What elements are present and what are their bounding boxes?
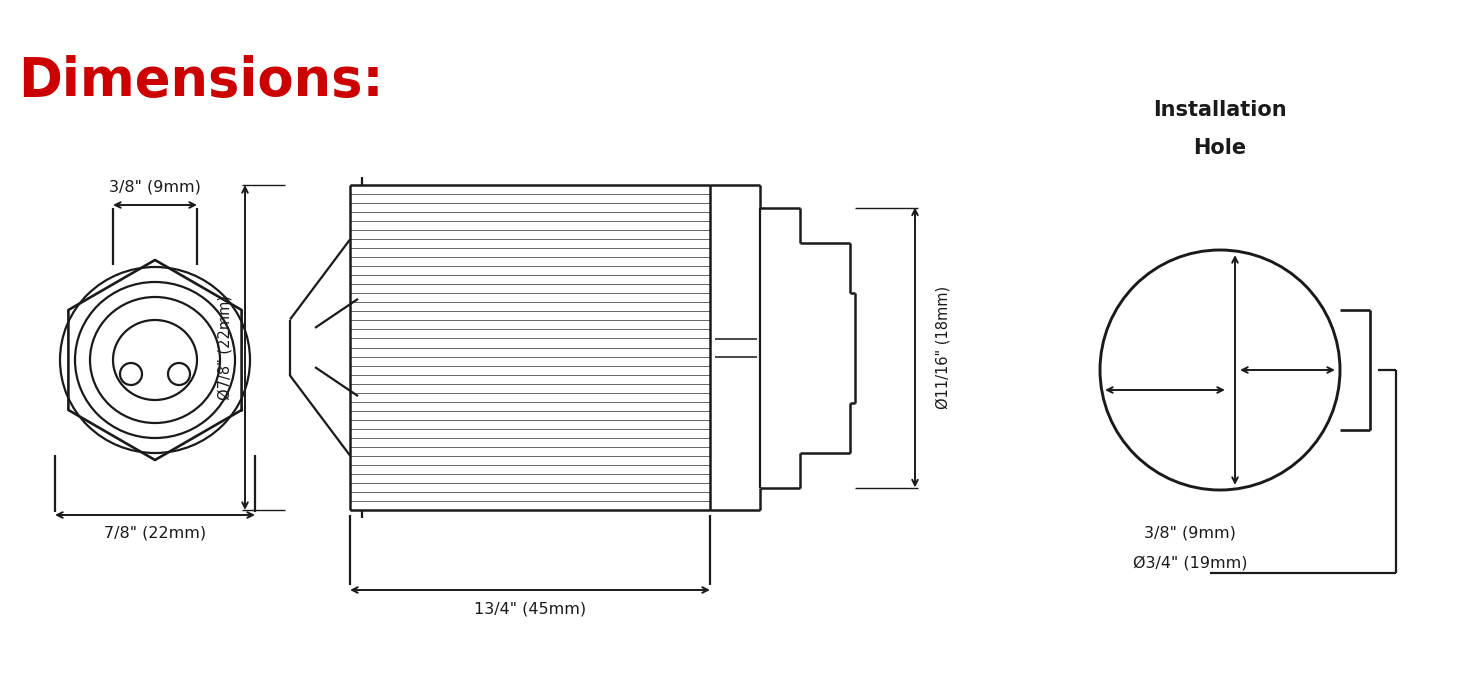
Text: Ø11/16" (18mm): Ø11/16" (18mm) [935, 286, 950, 409]
Text: Hole: Hole [1193, 138, 1246, 158]
Text: Ø3/4" (19mm): Ø3/4" (19mm) [1133, 555, 1248, 570]
Text: 3/8" (9mm): 3/8" (9mm) [1145, 525, 1236, 540]
Text: 3/8" (9mm): 3/8" (9mm) [109, 180, 200, 195]
Text: Installation: Installation [1153, 100, 1287, 120]
Text: 13/4" (45mm): 13/4" (45mm) [474, 602, 586, 617]
Text: Ø7/8" (22mm): Ø7/8" (22mm) [218, 295, 233, 400]
Text: 7/8" (22mm): 7/8" (22mm) [105, 525, 206, 540]
Text: Dimensions:: Dimensions: [18, 55, 383, 107]
